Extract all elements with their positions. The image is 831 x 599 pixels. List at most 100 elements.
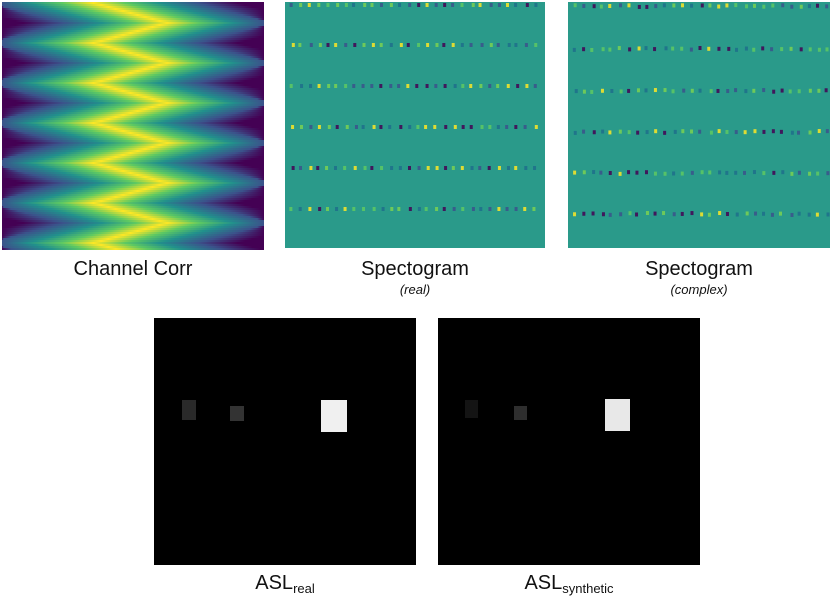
spectrogram-mark [826,171,830,176]
corr-row [2,112,264,115]
spectrogram-mark [489,3,493,7]
spectrogram-mark [582,4,586,9]
spectrogram-mark [291,43,295,47]
spectrogram-mark [762,4,766,9]
corr-row [2,86,264,89]
corr-row [2,36,264,39]
spectrogram-mark [771,129,775,134]
spectrogram-mark [825,129,829,134]
corr-row [2,30,264,33]
spectrogram-mark [389,3,393,7]
spectrogram-mark [645,211,649,216]
spectrogram-mark [345,125,349,129]
spectrogram-mark [524,166,528,170]
spectrogram-mark [761,46,765,51]
spectrogram-mark [461,207,465,211]
corr-row [2,230,264,233]
spectrogram-mark [363,166,367,170]
spectrogram-mark [762,129,766,134]
spectrogram-mark [753,129,757,134]
spectrogram-mark [318,43,322,47]
spectrogram-real-title: Spectogram [361,258,469,280]
spectrogram-mark [299,125,303,129]
channel-corr-title: Channel Corr [73,258,193,280]
corr-row [2,14,264,17]
spectrogram-mark [808,88,812,93]
spectrogram-mark [370,3,374,7]
corr-row [2,220,264,223]
spectrogram-mark [573,130,577,135]
spectrogram-mark [788,89,792,94]
spectrogram-mark [525,84,529,88]
spectrogram-mark [735,212,739,217]
spectrogram-mark [680,46,684,51]
spectrogram-mark [289,3,293,7]
spectrogram-mark [514,207,518,211]
spectrogram-mark [619,3,623,8]
corr-row [2,92,264,95]
spectrogram-mark [415,84,419,88]
spectrogram-mark [505,125,509,129]
spectrogram-mark [533,84,537,88]
spectrogram-mark [725,212,729,217]
corr-row [2,54,264,57]
corr-row [2,102,264,105]
spectrogram-mark [316,166,320,170]
corr-row [2,4,264,7]
corr-row [2,68,264,71]
spectrogram-mark [426,166,430,170]
corr-row [2,124,264,127]
spectrogram-mark [424,125,428,129]
corr-row [2,158,264,161]
spectrogram-mark [663,130,667,135]
corr-row [2,100,264,103]
spectrogram-mark [442,43,446,47]
spectrogram-mark [789,46,793,51]
spectrogram-mark [644,88,648,93]
spectrogram-mark [354,125,358,129]
spectrogram-mark [390,207,394,211]
spectrogram-mark [799,4,803,9]
spectrogram-mark [336,3,340,7]
asl-real-title-sub: real [293,581,315,596]
spectrogram-mark [309,125,313,129]
spectrogram-mark [417,166,421,170]
spectrogram-mark [671,89,675,94]
spectrogram-mark [525,3,529,7]
spectrogram-mark [672,212,676,217]
spectrogram-mark [451,166,455,170]
spectrogram-mark [388,125,392,129]
spectrogram-mark [592,4,596,9]
spectrogram-mark [762,88,766,93]
spectrogram-mark [628,47,632,52]
spectrogram-mark [599,170,603,175]
spectrogram-mark [335,125,339,129]
spectrogram-mark [344,84,348,88]
spectrogram-mark [582,170,586,175]
spectrogram-mark [752,170,756,175]
corr-row [2,52,264,55]
asl-synthetic-blob-3 [605,399,630,431]
corr-row [2,176,264,179]
corr-row [2,84,264,87]
spectrogram-mark [478,3,482,7]
spectrogram-mark [471,3,475,7]
corr-row [2,190,264,193]
corr-row [2,208,264,211]
spectrogram-mark [797,130,801,135]
corr-row [2,178,264,181]
corr-row [2,246,264,249]
asl-real-title: ASLreal [154,572,416,596]
spectrogram-mark [325,166,329,170]
spectrogram-mark [582,129,586,134]
spectrogram-mark [654,4,658,9]
spectrogram-mark [726,89,730,94]
spectrogram-mark [619,212,623,217]
spectrogram-mark [461,84,465,88]
spectrogram-mark [573,3,577,8]
corr-row [2,224,264,227]
spectrogram-mark [825,47,829,52]
corr-row [2,74,264,77]
spectrogram-mark [635,212,639,217]
corr-row [2,166,264,169]
